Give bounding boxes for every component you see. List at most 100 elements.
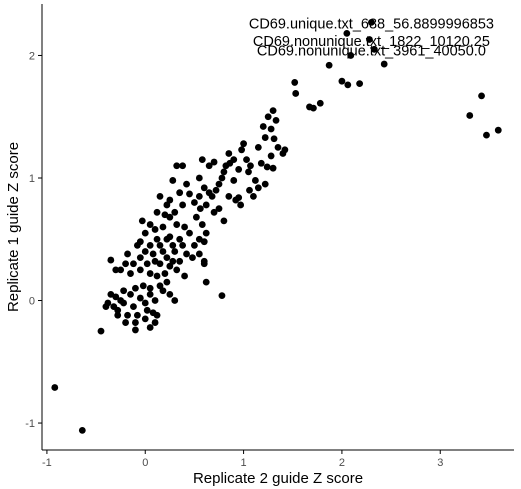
data-point bbox=[270, 135, 278, 143]
data-point bbox=[212, 186, 220, 194]
data-point bbox=[186, 190, 193, 198]
data-point bbox=[132, 319, 139, 326]
data-point bbox=[130, 260, 137, 268]
data-point bbox=[159, 248, 167, 255]
data-point bbox=[171, 297, 179, 304]
data-point bbox=[269, 164, 277, 172]
data-point bbox=[210, 158, 218, 166]
data-point bbox=[200, 238, 208, 246]
x-axis-title: Replicate 2 guide Z score bbox=[193, 470, 363, 487]
data-point bbox=[274, 143, 282, 151]
data-point bbox=[237, 201, 245, 209]
data-point bbox=[478, 92, 485, 100]
data-point bbox=[366, 36, 373, 43]
data-point bbox=[247, 162, 254, 170]
data-point bbox=[343, 30, 351, 37]
data-point bbox=[186, 229, 193, 237]
data-point bbox=[161, 270, 169, 277]
data-point bbox=[356, 80, 364, 88]
data-point bbox=[494, 126, 502, 134]
data-point bbox=[220, 217, 228, 225]
data-point bbox=[215, 180, 223, 188]
data-point bbox=[171, 248, 179, 255]
data-point bbox=[136, 254, 144, 262]
y-axis-ticks: -1 0 1 2 bbox=[25, 50, 42, 430]
data-point bbox=[181, 272, 188, 280]
data-point bbox=[205, 162, 213, 170]
data-point bbox=[136, 294, 144, 302]
data-point bbox=[173, 162, 181, 170]
data-point bbox=[151, 297, 159, 304]
data-point bbox=[176, 235, 184, 243]
data-point bbox=[173, 221, 181, 228]
data-point bbox=[161, 211, 169, 219]
data-point bbox=[156, 241, 164, 249]
data-point bbox=[344, 81, 352, 89]
data-point bbox=[107, 256, 115, 264]
data-point bbox=[250, 192, 257, 200]
data-point bbox=[200, 260, 208, 268]
data-point bbox=[124, 311, 131, 319]
data-point bbox=[232, 196, 240, 204]
x-tick-label: -1 bbox=[42, 457, 52, 469]
data-point bbox=[139, 282, 147, 290]
data-point bbox=[243, 156, 250, 164]
data-point bbox=[132, 326, 139, 334]
data-point bbox=[114, 306, 122, 314]
data-point bbox=[143, 306, 151, 314]
data-point bbox=[198, 156, 206, 164]
data-point bbox=[195, 192, 203, 200]
data-point bbox=[370, 45, 378, 53]
data-point bbox=[269, 107, 277, 114]
data-point bbox=[141, 248, 149, 255]
data-point bbox=[191, 241, 198, 249]
data-point bbox=[153, 208, 161, 216]
data-point bbox=[210, 208, 218, 216]
data-point bbox=[220, 168, 228, 176]
data-point bbox=[316, 99, 324, 107]
data-point bbox=[153, 311, 161, 319]
data-point bbox=[261, 134, 269, 141]
data-point bbox=[245, 168, 252, 176]
data-point bbox=[78, 426, 86, 434]
data-point bbox=[151, 257, 159, 265]
data-point bbox=[133, 311, 141, 319]
data-point bbox=[146, 241, 154, 249]
data-point bbox=[235, 166, 243, 173]
data-point bbox=[166, 196, 174, 204]
data-point bbox=[102, 303, 110, 311]
data-point bbox=[156, 282, 164, 290]
data-point bbox=[380, 60, 388, 68]
data-point bbox=[151, 226, 159, 233]
point-labels: CD69.unique.txt_688_56.8899996853CD69.no… bbox=[249, 17, 494, 60]
data-point bbox=[114, 311, 122, 319]
data-point bbox=[310, 104, 317, 112]
data-point bbox=[225, 150, 233, 157]
data-point bbox=[141, 229, 149, 237]
y-tick-label: 1 bbox=[29, 173, 35, 185]
x-tick-label: 2 bbox=[339, 457, 345, 469]
x-tick-label: 3 bbox=[437, 457, 443, 469]
data-point bbox=[163, 254, 171, 262]
data-point bbox=[257, 159, 265, 167]
data-point bbox=[51, 384, 59, 391]
data-point bbox=[146, 324, 154, 331]
point-label: CD69.nonunique.txt_1822_10120.25 bbox=[253, 34, 490, 50]
data-point bbox=[208, 192, 216, 200]
data-point bbox=[156, 192, 164, 200]
data-point bbox=[240, 140, 247, 148]
data-point bbox=[202, 201, 210, 209]
data-point bbox=[146, 290, 154, 298]
data-point bbox=[166, 290, 174, 298]
data-point bbox=[107, 290, 115, 298]
data-point bbox=[122, 319, 129, 326]
data-point bbox=[169, 241, 177, 249]
data-point bbox=[153, 235, 161, 243]
data-point bbox=[267, 125, 275, 133]
y-axis-title: Replicate 1 guide Z score bbox=[5, 142, 22, 312]
data-point bbox=[195, 174, 203, 182]
data-point bbox=[173, 266, 181, 274]
data-point bbox=[136, 266, 144, 274]
